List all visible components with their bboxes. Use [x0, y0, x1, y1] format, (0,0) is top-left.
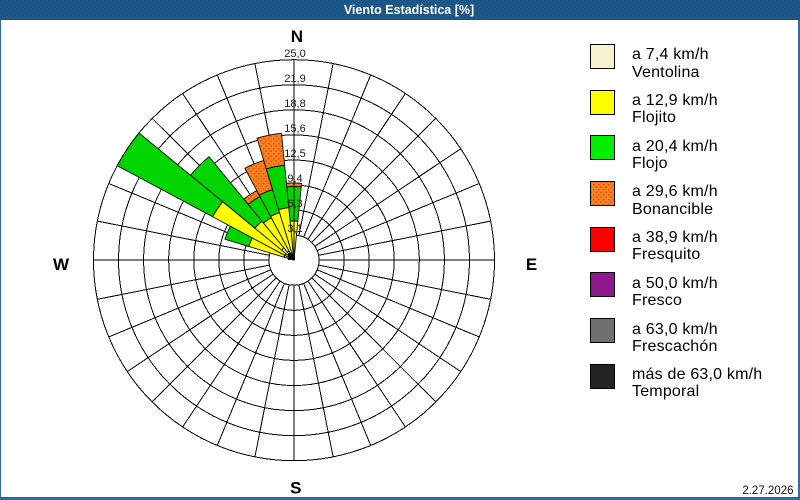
svg-text:S: S — [290, 478, 301, 497]
svg-text:18,8: 18,8 — [284, 98, 305, 110]
svg-text:15,6: 15,6 — [284, 123, 305, 135]
svg-text:N: N — [291, 27, 303, 46]
svg-text:12,5: 12,5 — [284, 148, 305, 160]
svg-text:9,4: 9,4 — [287, 173, 302, 185]
svg-text:25,0: 25,0 — [284, 48, 305, 60]
svg-text:21,9: 21,9 — [284, 73, 305, 85]
svg-text:3,1: 3,1 — [287, 223, 302, 235]
svg-text:E: E — [526, 255, 537, 274]
svg-text:6,3: 6,3 — [287, 198, 302, 210]
svg-text:W: W — [53, 255, 70, 274]
